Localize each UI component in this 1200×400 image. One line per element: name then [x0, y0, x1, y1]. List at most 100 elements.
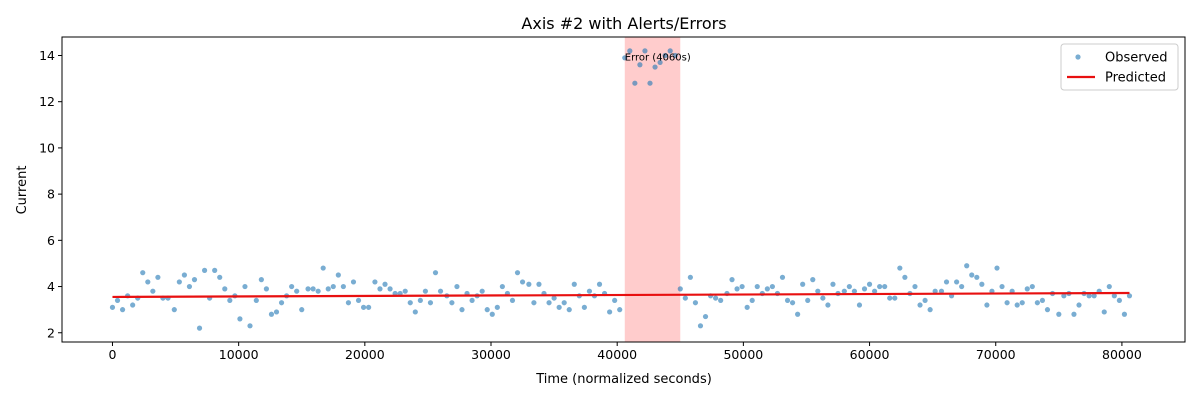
observed-point-121	[729, 277, 735, 283]
observed-point-133	[789, 300, 796, 306]
observed-point-175	[1004, 300, 1010, 306]
observed-point-128	[764, 286, 770, 292]
observed-point-189	[1076, 302, 1082, 308]
observed-point-137	[810, 277, 816, 283]
observed-point-126	[754, 283, 760, 290]
observed-point-57	[402, 288, 408, 294]
observed-point-106	[652, 64, 658, 70]
observed-point-25	[237, 316, 243, 322]
chart-title: Axis #2 with Alerts/Errors	[521, 14, 726, 33]
x-axis-title: Time (normalized seconds)	[535, 372, 712, 387]
observed-point-170	[979, 281, 985, 287]
observed-point-62	[427, 300, 434, 306]
legend-box	[1060, 43, 1179, 91]
observed-point-145	[851, 288, 858, 294]
observed-point-166	[959, 283, 965, 290]
observed-point-66	[449, 300, 455, 306]
observed-point-192	[1091, 293, 1097, 299]
observed-point-178	[1019, 300, 1025, 306]
error-annotation: Error (4060s)	[625, 53, 691, 64]
observed-point-0	[109, 304, 116, 310]
observed-point-72	[479, 288, 485, 294]
observed-point-143	[841, 288, 847, 294]
observed-point-42	[325, 286, 331, 292]
observed-point-116	[702, 313, 709, 320]
observed-point-111	[677, 286, 683, 292]
observed-point-4	[130, 302, 136, 308]
observed-point-119	[718, 297, 724, 304]
observed-point-122	[734, 286, 740, 292]
observed-point-169	[974, 274, 980, 280]
observed-point-47	[350, 279, 357, 285]
y-tick-label-1: 4	[47, 279, 55, 294]
observed-point-38	[305, 286, 311, 292]
observed-point-49	[360, 304, 367, 310]
observed-point-41	[320, 265, 326, 271]
observed-point-17	[196, 325, 203, 331]
observed-point-83	[536, 281, 542, 287]
observed-point-39	[310, 286, 316, 292]
observed-point-97	[607, 309, 613, 315]
observed-point-60	[417, 297, 423, 304]
observed-point-113	[687, 274, 693, 280]
observed-point-75	[494, 304, 500, 310]
observed-point-183	[1044, 307, 1051, 313]
observed-point-76	[499, 283, 505, 290]
observed-point-152	[887, 295, 893, 301]
observed-point-182	[1039, 297, 1046, 304]
observed-point-174	[999, 283, 1005, 290]
observed-point-188	[1071, 311, 1077, 317]
observed-point-135	[800, 281, 806, 287]
observed-point-144	[846, 283, 852, 290]
x-tick-label-5: 50000	[723, 347, 763, 362]
observed-point-123	[739, 283, 745, 290]
observed-point-45	[340, 283, 346, 290]
observed-point-157	[912, 283, 918, 290]
observed-point-80	[519, 279, 526, 285]
observed-point-141	[830, 281, 836, 287]
observed-point-134	[795, 311, 801, 317]
legend-observed-label: Observed	[1105, 51, 1168, 66]
observed-point-9	[155, 274, 161, 280]
observed-point-118	[713, 295, 719, 301]
observed-point-149	[871, 288, 878, 294]
observed-point-197	[1116, 297, 1122, 304]
observed-point-167	[964, 263, 970, 269]
observed-point-28	[253, 297, 259, 304]
observed-point-99	[617, 307, 623, 313]
observed-point-114	[692, 300, 699, 306]
observed-point-92	[581, 304, 587, 310]
observed-point-163	[943, 279, 950, 285]
observed-point-147	[861, 286, 868, 292]
observed-point-21	[217, 274, 223, 280]
legend: Observed Predicted	[1060, 43, 1179, 91]
observed-point-30	[263, 286, 270, 292]
observed-point-50	[366, 304, 372, 310]
observed-point-70	[469, 297, 475, 304]
observed-point-78	[509, 297, 516, 304]
observed-point-173	[994, 265, 1000, 271]
observed-point-195	[1106, 283, 1112, 290]
observed-point-105	[647, 80, 653, 86]
observed-point-191	[1086, 293, 1092, 299]
observed-point-136	[805, 297, 811, 304]
observed-point-153	[892, 295, 898, 301]
observed-point-107	[657, 59, 663, 66]
observed-point-13	[176, 279, 182, 285]
y-tick-label-0: 2	[47, 325, 55, 340]
observed-point-23	[227, 297, 233, 304]
observed-point-15	[186, 283, 193, 290]
observed-point-87	[556, 304, 562, 310]
observed-point-102	[632, 80, 638, 86]
observed-point-181	[1034, 300, 1040, 306]
observed-point-33	[278, 300, 285, 306]
observed-point-26	[242, 283, 248, 290]
observed-point-108	[662, 52, 668, 59]
observed-point-37	[299, 307, 305, 313]
error-region-0	[624, 37, 681, 342]
observed-point-44	[335, 272, 341, 278]
observed-point-73	[484, 307, 490, 313]
observed-point-48	[355, 297, 362, 304]
observed-point-109	[667, 48, 673, 54]
